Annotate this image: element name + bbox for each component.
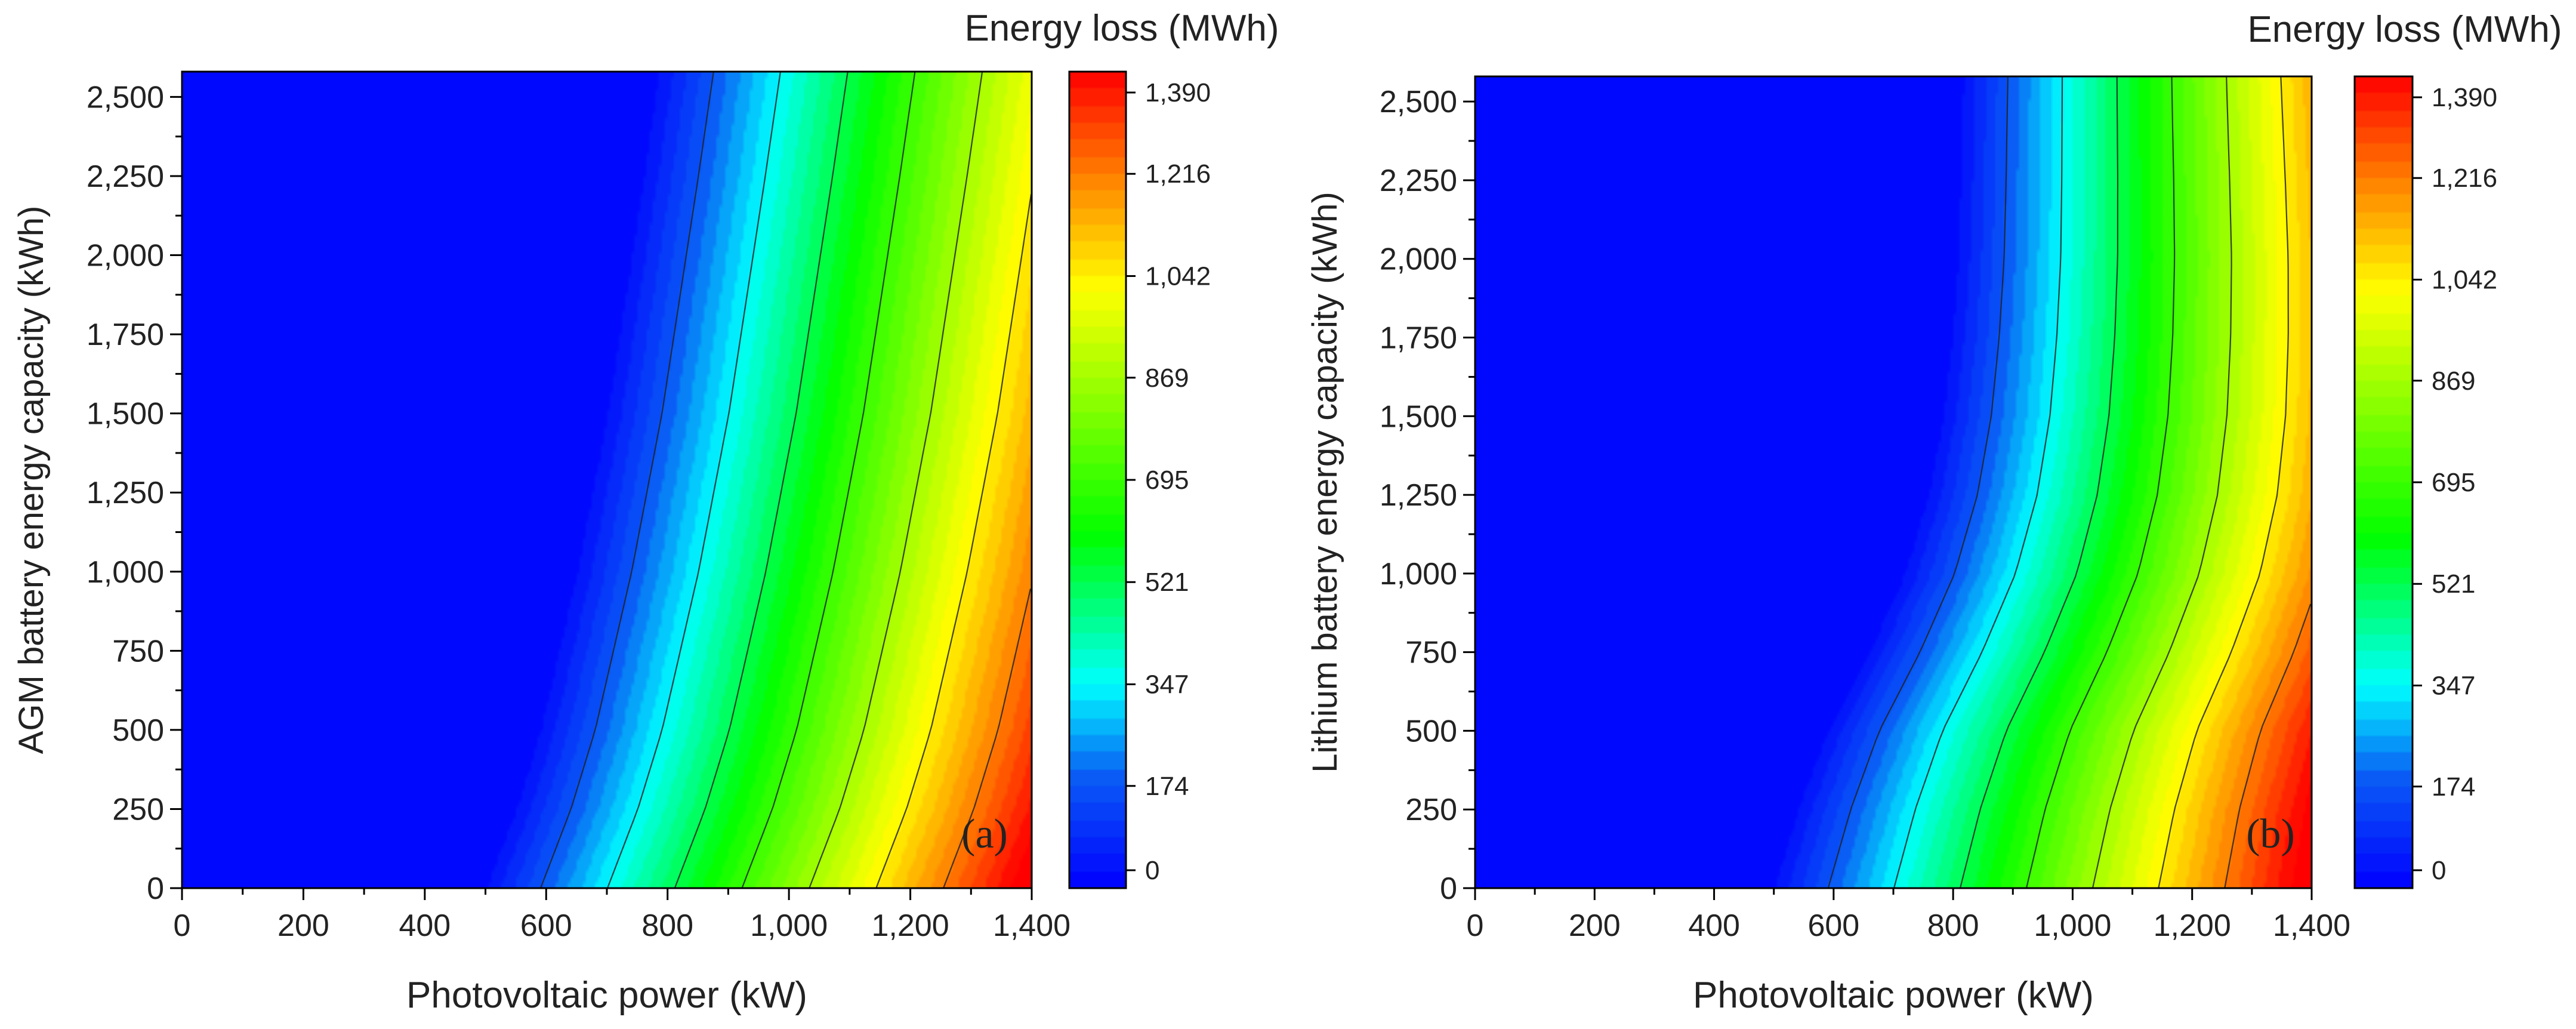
y-tick-label: 2,250	[1380, 164, 1457, 198]
colorbar-tick-label: 1,216	[1145, 159, 1211, 189]
y-tick-label: 2,500	[87, 80, 164, 115]
y-axis-title-a: AGM battery energy capacity (kWh)	[12, 206, 51, 754]
contour-line-347	[1893, 76, 2063, 889]
y-tick-label: 250	[112, 792, 164, 827]
heatmap-image-a	[182, 72, 1032, 888]
x-tick-label: 800	[1927, 908, 1979, 943]
x-tick-label: 600	[1807, 908, 1859, 943]
colorbar-tick-label: 347	[1145, 670, 1189, 699]
colorbar-tick-label: 869	[2432, 366, 2475, 396]
colorbar-title-a: Energy loss (MWh)	[964, 8, 1279, 49]
contour-line-1042	[875, 194, 1032, 889]
colorbar-tick-label: 521	[1145, 568, 1189, 597]
colorbar-tick-label: 0	[2432, 856, 2446, 885]
y-tick-label: 2,500	[1380, 85, 1457, 119]
contour-line-1216	[942, 589, 1032, 889]
y-tick-label: 1,000	[87, 555, 164, 590]
colorbar-tick-label: 1,042	[1145, 261, 1211, 291]
panel-label-a: (a)	[961, 811, 1008, 857]
y-tick-label: 1,750	[87, 318, 164, 352]
x-axis-ticks-b: 0 200 400 600 800 1,000 1,200 1,400	[1467, 888, 2350, 943]
heatmap-image-b	[1475, 76, 2312, 888]
y-tick-label: 250	[1405, 793, 1457, 827]
contour-lines-a	[539, 71, 1032, 889]
y-tick-label: 750	[1405, 636, 1457, 670]
colorbar-tick-label: 1,042	[2432, 265, 2497, 294]
contour-line-521	[674, 71, 849, 889]
x-tick-label: 0	[1467, 908, 1484, 943]
contour-line-174	[539, 71, 714, 889]
colorbar-ticks-a: 0 174 347 521 695 869 1,042 1,216 1,390	[1126, 78, 1211, 885]
colorbar-a	[1069, 72, 1126, 888]
y-tick-label: 1,750	[1380, 321, 1457, 356]
colorbar-tick-label: 0	[1145, 856, 1159, 885]
colorbar-tick-label: 695	[1145, 466, 1189, 495]
x-tick-label: 0	[174, 908, 191, 943]
chart-panel-b: 0 200 400 600 800 1,000 1,200 1,400 0 250 500 750 1…	[1306, 9, 2562, 1016]
x-tick-label: 400	[399, 908, 451, 943]
y-axis-title-b: Lithium battery energy capacity (kWh)	[1306, 192, 1344, 772]
contour-line-1216	[2224, 603, 2312, 889]
contour-lines-b	[1827, 76, 2312, 889]
x-axis-title-a: Photovoltaic power (kW)	[406, 975, 807, 1016]
y-tick-label: 1,250	[1380, 478, 1457, 513]
y-tick-label: 1,500	[87, 397, 164, 432]
colorbar-tick-label: 1,390	[2432, 83, 2497, 112]
y-tick-label: 500	[1405, 714, 1457, 748]
y-tick-label: 500	[112, 713, 164, 748]
panel-label-b: (b)	[2246, 811, 2295, 857]
colorbar-ticks-b: 0 174 347 521 695 869 1,042 1,216 1,390	[2413, 83, 2497, 885]
colorbar-tick-label: 1,216	[2432, 164, 2497, 193]
x-tick-label: 600	[520, 908, 572, 943]
x-tick-label: 1,200	[2154, 908, 2231, 943]
contour-line-174	[1827, 76, 2009, 889]
y-tick-label: 2,250	[87, 159, 164, 194]
colorbar-b	[2355, 76, 2413, 888]
x-tick-label: 800	[641, 908, 693, 943]
colorbar-tick-label: 174	[1145, 772, 1189, 801]
y-tick-label: 2,000	[87, 239, 164, 273]
x-tick-label: 1,000	[2034, 908, 2111, 943]
x-tick-label: 400	[1688, 908, 1740, 943]
contour-line-347	[606, 71, 781, 889]
colorbar-tick-label: 174	[2432, 772, 2475, 802]
contour-line-695	[2025, 76, 2176, 889]
y-tick-label: 1,000	[1380, 557, 1457, 591]
x-tick-label: 200	[277, 908, 329, 943]
contour-line-695	[741, 71, 916, 889]
colorbar-tick-label: 869	[1145, 363, 1189, 393]
x-tick-label: 1,200	[872, 908, 949, 943]
colorbar-title-b: Energy loss (MWh)	[2247, 9, 2562, 50]
chart-panel-a: 0 200 400 600 800 1,000 1,200 1,400 0 250 500 750 1…	[12, 8, 1279, 1016]
colorbar-tick-label: 1,390	[1145, 78, 1211, 107]
y-axis-ticks-a: 0 250 500 750 1,000 1,250 1,500 1,750 2,000 2,250…	[87, 80, 182, 906]
y-tick-label: 0	[147, 871, 164, 906]
x-tick-label: 200	[1569, 908, 1621, 943]
colorbar-tick-label: 347	[2432, 671, 2475, 700]
x-tick-label: 1,400	[993, 908, 1070, 943]
y-tick-label: 1,250	[87, 476, 164, 510]
x-axis-title-b: Photovoltaic power (kW)	[1693, 975, 2094, 1016]
contour-line-869	[2091, 76, 2232, 889]
y-tick-label: 750	[112, 634, 164, 668]
y-tick-label: 0	[1440, 871, 1457, 906]
contour-line-1042	[2158, 76, 2289, 889]
contour-line-521	[1959, 76, 2119, 889]
y-axis-ticks-b: 0 250 500 750 1,000 1,250 1,500 1,750 2,000 2,250…	[1380, 85, 1475, 906]
x-tick-label: 1,400	[2273, 908, 2350, 943]
contour-line-869	[809, 71, 983, 889]
colorbar-tick-label: 695	[2432, 468, 2475, 497]
x-axis-ticks-a: 0 200 400 600 800 1,000 1,200 1,400	[174, 888, 1070, 943]
y-tick-label: 2,000	[1380, 242, 1457, 277]
colorbar-tick-label: 521	[2432, 569, 2475, 599]
y-tick-label: 1,500	[1380, 399, 1457, 434]
x-tick-label: 1,000	[750, 908, 828, 943]
